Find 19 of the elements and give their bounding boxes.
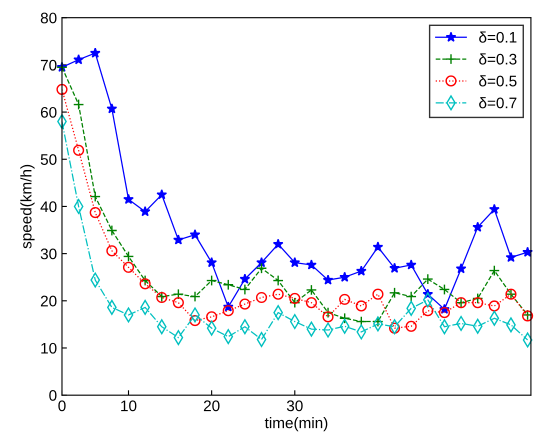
y-tick-label: 50: [40, 154, 57, 165]
x-axis-title: time(min): [264, 417, 328, 432]
legend-label: δ=0.5: [479, 75, 517, 86]
y-tick-label: 10: [41, 342, 57, 354]
x-tick-label: 30: [286, 400, 303, 412]
legend-label: δ=0.1: [479, 31, 516, 43]
y-tick-label: 70: [40, 60, 57, 71]
y-tick-label: 60: [40, 106, 57, 118]
y-tick-label: 30: [40, 248, 57, 260]
y-tick-label: 80: [40, 12, 57, 24]
y-tick-label: 0: [49, 390, 57, 401]
x-tick-label: 10: [121, 400, 136, 412]
legend-label: δ=0.3: [479, 53, 516, 65]
legend-label: δ=0.7: [479, 97, 516, 108]
y-tick-label: 20: [40, 296, 57, 306]
x-tick-label: 0: [58, 400, 66, 412]
x-tick-label: 20: [204, 400, 220, 412]
y-axis-title: speed(km/h): [20, 164, 35, 248]
y-tick-label: 40: [40, 201, 57, 212]
